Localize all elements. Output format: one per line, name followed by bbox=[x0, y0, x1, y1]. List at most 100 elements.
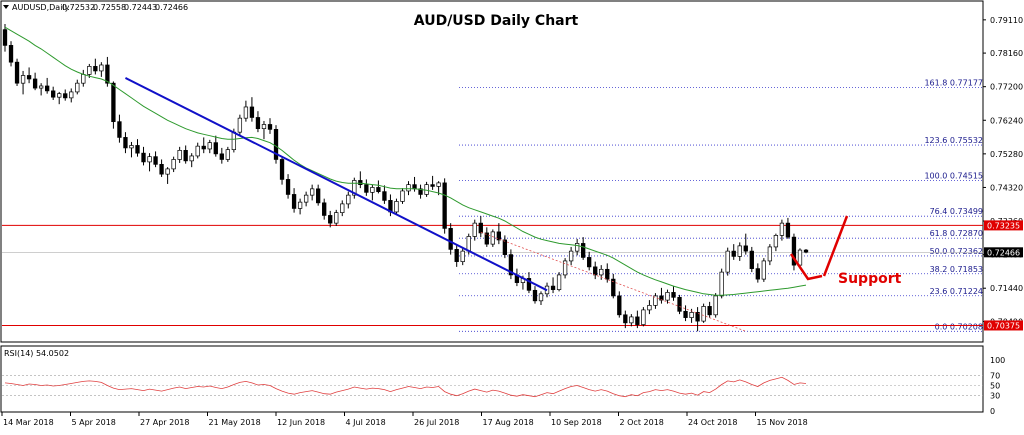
bullish-candle bbox=[641, 309, 646, 325]
bullish-candle bbox=[460, 250, 465, 262]
bearish-candle bbox=[105, 64, 110, 84]
bearish-candle bbox=[508, 254, 514, 276]
bullish-candle bbox=[647, 305, 652, 311]
dropdown-triangle-icon[interactable] bbox=[3, 5, 9, 9]
bullish-candle bbox=[556, 274, 562, 290]
bearish-candle bbox=[364, 184, 369, 193]
ohlc-low: 0.72443 bbox=[124, 3, 157, 12]
bullish-candle bbox=[701, 306, 706, 322]
bullish-candle bbox=[629, 316, 634, 324]
current-price-tag-bg bbox=[984, 247, 1023, 258]
current-price-tag: 0.72466 bbox=[987, 248, 1020, 257]
bearish-candle bbox=[454, 249, 459, 262]
bullish-candle bbox=[400, 190, 405, 202]
bullish-candle bbox=[75, 82, 80, 93]
bullish-candle bbox=[352, 180, 357, 196]
dotted-trend-line bbox=[480, 231, 746, 332]
bearish-candle bbox=[731, 250, 736, 257]
bullish-candle bbox=[177, 150, 182, 160]
fib-label: 100.0 0.74515 bbox=[924, 172, 983, 181]
bearish-candle bbox=[135, 145, 140, 154]
bearish-candle bbox=[111, 82, 116, 123]
bearish-candle bbox=[273, 129, 279, 160]
bearish-candle bbox=[322, 202, 327, 216]
bearish-candle bbox=[707, 306, 712, 316]
fib-label: 50.0 0.72362 bbox=[930, 247, 983, 256]
bullish-candle bbox=[87, 66, 92, 75]
bullish-candle bbox=[779, 222, 785, 236]
date-label: 26 Jul 2018 bbox=[414, 418, 459, 427]
ohlc-open: 0.72532 bbox=[62, 3, 95, 12]
bearish-candle bbox=[255, 117, 261, 130]
bearish-candle bbox=[803, 249, 809, 253]
bullish-candle bbox=[370, 187, 375, 193]
bearish-candle bbox=[159, 164, 164, 175]
bullish-candle bbox=[261, 124, 267, 130]
bearish-candle bbox=[478, 222, 483, 234]
bearish-candle bbox=[51, 90, 56, 98]
date-label: 10 Sep 2018 bbox=[551, 418, 602, 427]
bearish-candle bbox=[219, 153, 224, 160]
bearish-candle bbox=[14, 61, 20, 84]
price-tick-label: 0.77200 bbox=[990, 83, 1023, 92]
main-panel-frame bbox=[0, 0, 984, 343]
bearish-candle bbox=[587, 257, 592, 268]
chart-title: AUD/USD Daily Chart bbox=[414, 13, 579, 29]
date-label: 2 Oct 2018 bbox=[620, 418, 664, 427]
horizontal-lines bbox=[2, 224, 983, 326]
date-label: 27 Apr 2018 bbox=[140, 418, 189, 427]
bearish-candle bbox=[430, 184, 435, 187]
bullish-candle bbox=[20, 75, 26, 84]
fib-levels: 161.8 0.77177 123.6 0.75532 100.0 0.74515 7… bbox=[459, 78, 983, 332]
bearish-candle bbox=[141, 152, 146, 163]
bearish-candle bbox=[201, 145, 206, 150]
bullish-candle bbox=[538, 293, 544, 302]
bearish-candle bbox=[328, 215, 333, 224]
bearish-candle bbox=[418, 188, 423, 195]
ohlc-high: 0.72558 bbox=[93, 3, 126, 12]
bullish-candle bbox=[225, 149, 230, 160]
bullish-candle bbox=[725, 250, 730, 273]
bearish-candle bbox=[2, 29, 8, 46]
support-price-tag-bg bbox=[984, 320, 1023, 331]
bearish-candle bbox=[581, 243, 586, 258]
bearish-candle bbox=[550, 285, 556, 290]
fib-label: 161.8 0.77177 bbox=[924, 78, 983, 87]
price-tick-label: 0.78160 bbox=[990, 49, 1023, 58]
rsi-tick-label: 50 bbox=[990, 382, 1000, 391]
date-label: 14 Mar 2018 bbox=[3, 418, 54, 427]
date-axis: 14 Mar 2018 5 Apr 2018 27 Apr 2018 21 May 2… bbox=[1, 412, 808, 427]
bearish-candle bbox=[526, 278, 532, 291]
bullish-candle bbox=[737, 245, 742, 257]
bullish-candle bbox=[574, 243, 580, 252]
bearish-candle bbox=[183, 150, 188, 162]
bullish-candle bbox=[340, 203, 345, 213]
bullish-candle bbox=[719, 271, 724, 297]
bullish-candle bbox=[406, 184, 411, 192]
bearish-candle bbox=[376, 187, 381, 192]
bearish-candle bbox=[749, 250, 754, 269]
rsi-tick-label: 70 bbox=[990, 371, 1000, 380]
bullish-candle bbox=[424, 184, 429, 195]
bullish-candle bbox=[189, 155, 194, 162]
bullish-candle bbox=[207, 142, 212, 150]
bullish-candle bbox=[490, 231, 495, 245]
bullish-candle bbox=[334, 212, 339, 224]
bearish-candle bbox=[123, 137, 128, 149]
bullish-candle bbox=[394, 201, 399, 213]
resistance-price-tag-bg bbox=[984, 220, 1023, 231]
bearish-candle bbox=[605, 268, 610, 280]
bullish-candle bbox=[237, 117, 243, 133]
price-tick-label: 0.71440 bbox=[990, 284, 1023, 293]
bearish-candle bbox=[63, 93, 68, 99]
bullish-candle bbox=[57, 93, 62, 98]
bullish-candle bbox=[129, 145, 134, 149]
bullish-candle bbox=[81, 74, 86, 84]
bearish-candle bbox=[153, 156, 158, 165]
bullish-candle bbox=[243, 106, 249, 119]
bullish-candle bbox=[38, 85, 44, 89]
chart-symbol: AUDUSD,Daily bbox=[12, 3, 70, 12]
bearish-candle bbox=[484, 232, 489, 245]
bullish-candle bbox=[599, 268, 604, 276]
